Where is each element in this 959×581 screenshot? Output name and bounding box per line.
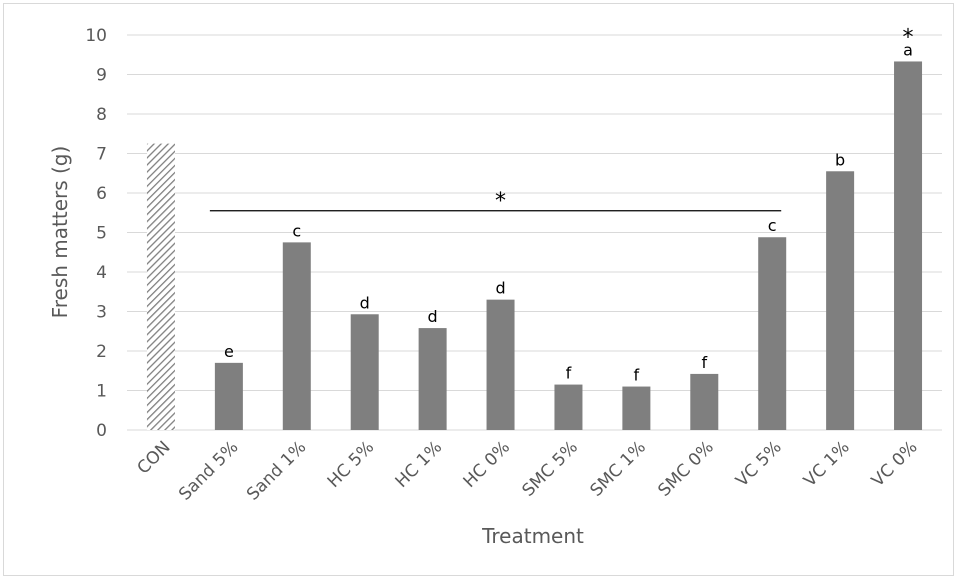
gridlines [127, 34, 942, 431]
chart-frame [3, 3, 954, 576]
bar-vc-0 [894, 61, 923, 431]
x-tick-label: SMC 0% [654, 437, 717, 500]
y-axis-ticks: 0 1 2 3 4 5 6 7 8 9 10 [85, 26, 107, 441]
bar-significance-label: d [495, 279, 505, 298]
y-tick-label: 10 [85, 26, 107, 46]
y-tick-label: 2 [96, 342, 107, 362]
x-tick-label: HC 5% [324, 437, 378, 491]
bar-hc-1 [418, 328, 447, 430]
bars [146, 61, 923, 431]
bar-significance-label: d [360, 293, 370, 312]
bar-sand-1 [282, 242, 311, 430]
x-tick-label: VC 5% [732, 437, 786, 491]
bar-sand-5 [214, 362, 243, 430]
annotations: ** [209, 25, 914, 214]
x-tick-label: SMC 1% [586, 437, 649, 500]
bar-con [146, 143, 175, 430]
bar-significance-label: a [903, 40, 913, 59]
x-tick-label: SMC 5% [519, 437, 582, 500]
bar-significance-label: d [428, 307, 438, 326]
y-tick-label: 8 [96, 105, 107, 125]
x-tick-label: Sand 1% [243, 437, 310, 504]
bar-hc-5 [350, 314, 379, 430]
bar-significance-label: c [292, 221, 301, 240]
y-axis-label: Fresh matters (g) [48, 146, 72, 319]
y-tick-label: 5 [96, 224, 107, 244]
x-axis-ticks: CON Sand 5% Sand 1% HC 5% HC 1% HC 0% SMC 5% SM… [134, 437, 922, 504]
x-axis-label: Treatment [481, 524, 584, 548]
bar-vc-1 [826, 171, 855, 430]
significance-star: * [495, 189, 506, 214]
bar-significance-label: e [224, 342, 234, 361]
x-tick-label: Sand 5% [175, 437, 242, 504]
bar-smc-5 [554, 384, 583, 430]
y-tick-label: 1 [96, 382, 107, 402]
y-tick-label: 9 [96, 66, 107, 86]
bar-hc-0 [486, 299, 515, 430]
y-tick-label: 6 [96, 184, 107, 204]
x-tick-label: VC 1% [800, 437, 854, 491]
bar-smc-1 [622, 386, 651, 430]
x-tick-label: VC 0% [868, 437, 922, 491]
y-tick-label: 7 [96, 145, 107, 165]
y-tick-label: 0 [96, 421, 107, 441]
bar-significance-label: f [566, 364, 572, 383]
bar-significance-label: c [768, 216, 777, 235]
x-tick-label: HC 0% [460, 437, 514, 491]
bar-significance-label: f [634, 366, 640, 385]
bar-vc-5 [758, 237, 787, 430]
bar-smc-0 [690, 373, 719, 430]
x-tick-label: CON [134, 437, 175, 478]
y-tick-label: 4 [96, 263, 107, 283]
bar-significance-label: f [701, 353, 707, 372]
significance-star: * [903, 25, 914, 50]
bar-letter-labels: e c d d d f f f c b a [224, 40, 913, 384]
x-tick-label: HC 1% [392, 437, 446, 491]
y-tick-label: 3 [96, 303, 107, 323]
bar-significance-label: b [835, 150, 845, 169]
